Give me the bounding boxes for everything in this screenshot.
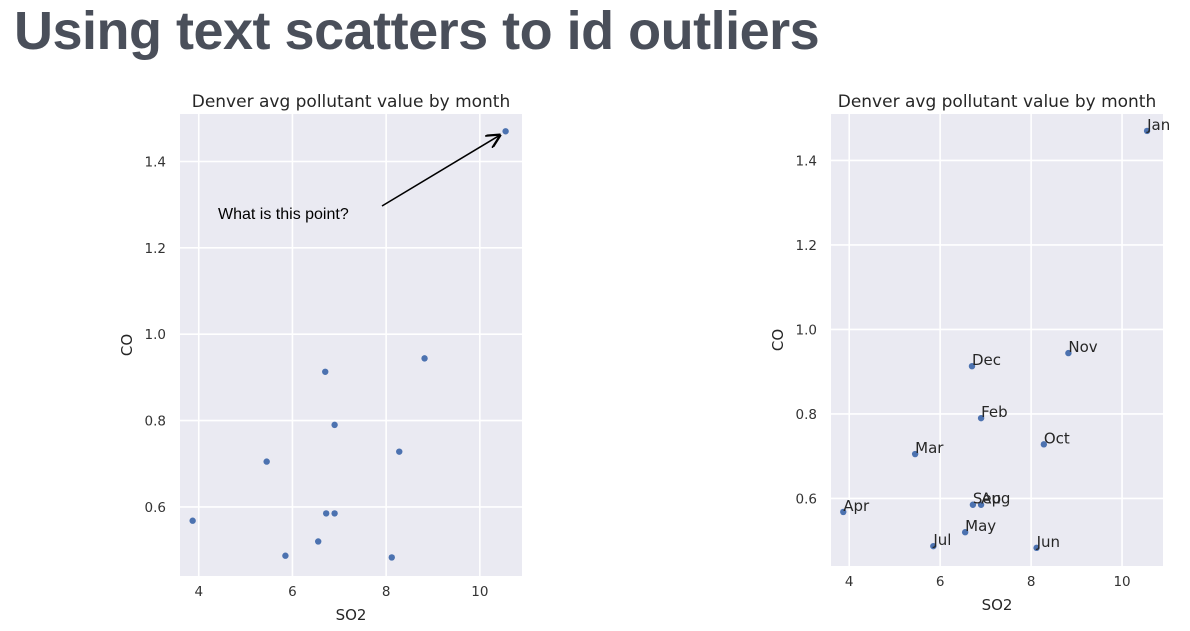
x-tick-label: 8 <box>382 584 391 600</box>
data-point <box>1143 127 1151 135</box>
slide-title: Using text scatters to id outliers <box>14 1 820 61</box>
data-point <box>331 421 338 429</box>
point-label: Sep <box>973 490 1001 508</box>
y-tick-label: 1.4 <box>796 153 817 169</box>
y-tick-label: 1.4 <box>145 154 166 170</box>
chart-title: Denver avg pollutant value by month <box>838 92 1157 112</box>
x-tick-label: 6 <box>288 584 297 600</box>
y-tick-label: 1.2 <box>796 238 817 254</box>
data-point <box>331 510 338 517</box>
scatter-plot-1: 4 6 8 10 0.6 0.8 1.0 1.2 1.4 Denver avg pollutant… <box>118 92 522 624</box>
data-point <box>396 448 403 455</box>
point-label: Dec <box>972 351 1001 369</box>
x-tick-label: 10 <box>471 584 488 600</box>
x-axis-label: SO2 <box>982 596 1013 614</box>
point-label: Jun <box>1036 533 1060 551</box>
data-point <box>911 450 919 458</box>
data-point <box>1065 349 1072 357</box>
y-tick-label: 0.8 <box>145 414 166 430</box>
x-tick-label: 6 <box>936 574 945 590</box>
x-tick-label: 4 <box>845 574 854 590</box>
data-point <box>263 458 270 465</box>
chart-title: Denver avg pollutant value by month <box>192 92 511 112</box>
annotation-text: What is this point? <box>218 206 349 223</box>
y-tick-label: 1.0 <box>796 322 817 338</box>
data-point <box>961 529 969 536</box>
point-label: Apr <box>843 497 870 515</box>
data-point <box>322 510 330 517</box>
y-tick-label: 1.2 <box>145 241 166 257</box>
point-label: Jan <box>1146 116 1170 134</box>
point-label: May <box>965 517 996 535</box>
y-tick-label: 0.6 <box>796 491 817 507</box>
x-axis-label: SO2 <box>336 606 367 624</box>
data-point <box>315 538 322 545</box>
data-point <box>840 508 847 516</box>
point-label: Nov <box>1068 338 1097 356</box>
y-axis-label: CO <box>118 334 136 356</box>
point-label: Jul <box>932 531 951 549</box>
data-point <box>969 501 977 508</box>
data-point <box>502 128 509 135</box>
plot-area <box>180 114 522 576</box>
point-label: Oct <box>1044 429 1070 447</box>
point-label: Mar <box>915 439 944 457</box>
data-point <box>421 355 428 362</box>
point-label: Feb <box>981 403 1008 421</box>
scatter-plot-2: 4 6 8 10 0.6 0.8 1.0 1.2 1.4 Denver avg pollutant… <box>769 92 1170 614</box>
data-point <box>977 501 985 508</box>
annotation-arrow <box>381 135 500 207</box>
data-point <box>977 414 985 422</box>
y-tick-label: 0.8 <box>796 407 817 423</box>
data-point <box>189 517 196 524</box>
data-point <box>1040 441 1048 448</box>
data-point <box>1033 544 1040 552</box>
x-tick-label: 4 <box>194 584 203 600</box>
data-point <box>930 542 937 550</box>
data-point <box>322 368 329 375</box>
x-tick-label: 10 <box>1113 574 1130 590</box>
data-point <box>282 552 289 559</box>
x-tick-label: 8 <box>1027 574 1036 590</box>
plot-area <box>831 114 1163 566</box>
y-tick-label: 1.0 <box>145 327 166 343</box>
point-label: Aug <box>981 490 1010 508</box>
data-point <box>388 554 395 561</box>
y-tick-label: 0.6 <box>145 500 166 516</box>
data-point <box>968 362 976 370</box>
y-axis-label: CO <box>769 329 787 351</box>
